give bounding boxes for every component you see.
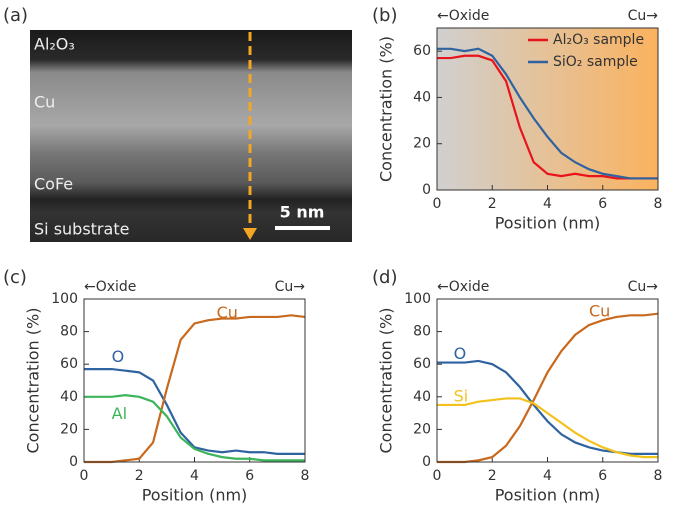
x-tick-label: 2 [488, 196, 497, 212]
y-tick-label: 20 [413, 421, 431, 437]
series-line [84, 315, 305, 462]
series-label: O [454, 344, 467, 363]
y-tick-label: 80 [60, 324, 78, 340]
x-tick-label: 0 [433, 196, 442, 212]
layer-label: Si substrate [34, 220, 129, 239]
y-axis-label: Concentration (%) [24, 308, 43, 454]
header-left: ←Oxide [437, 8, 489, 24]
y-tick-label: 100 [404, 291, 431, 307]
layer-label: Al₂O₃ [34, 35, 75, 54]
y-tick-label: 60 [413, 43, 431, 59]
legend-label: Al₂O₃ sample [553, 32, 644, 48]
x-tick-label: 4 [543, 468, 552, 484]
y-tick-label: 60 [60, 356, 78, 372]
x-tick-label: 0 [433, 468, 442, 484]
panel-label: (b) [372, 5, 397, 26]
y-tick-label: 0 [69, 454, 78, 470]
header-left: ←Oxide [84, 279, 136, 295]
x-tick-label: 8 [654, 468, 663, 484]
x-tick-label: 6 [598, 468, 607, 484]
series-label: Cu [589, 302, 610, 321]
plot-background [437, 28, 658, 190]
panel-label: (a) [3, 5, 28, 26]
x-tick-label: 8 [654, 196, 663, 212]
plot-frame [437, 299, 658, 462]
y-axis-label: Concentration (%) [377, 36, 396, 182]
scale-bar-label: 5 nm [280, 203, 325, 222]
x-tick-label: 4 [190, 468, 199, 484]
series-line [437, 398, 658, 457]
y-tick-label: 80 [413, 324, 431, 340]
y-tick-label: 40 [413, 89, 431, 105]
header-right: Cu→ [628, 279, 659, 295]
x-tick-label: 8 [301, 468, 310, 484]
y-axis-label: Concentration (%) [377, 308, 396, 454]
x-axis-label: Position (nm) [495, 214, 601, 233]
layer-label: CoFe [34, 175, 73, 194]
series-label: Si [454, 386, 469, 405]
x-tick-label: 6 [598, 196, 607, 212]
y-tick-label: 0 [422, 454, 431, 470]
x-tick-label: 2 [135, 468, 144, 484]
header-right: Cu→ [628, 8, 659, 24]
x-axis-label: Position (nm) [495, 486, 601, 505]
header-left: ←Oxide [437, 279, 489, 295]
y-tick-label: 40 [413, 389, 431, 405]
series-label: Al [112, 404, 127, 423]
y-tick-label: 60 [413, 356, 431, 372]
y-tick-label: 0 [422, 182, 431, 198]
x-tick-label: 4 [543, 196, 552, 212]
y-tick-label: 40 [60, 389, 78, 405]
series-label: O [112, 347, 125, 366]
panel-label: (d) [372, 267, 397, 288]
layer-label: Cu [34, 93, 55, 112]
y-tick-label: 100 [51, 291, 78, 307]
x-tick-label: 6 [245, 468, 254, 484]
y-tick-label: 20 [413, 136, 431, 152]
panel-label: (c) [3, 267, 27, 288]
x-axis-label: Position (nm) [142, 486, 248, 505]
series-line [437, 314, 658, 462]
figure: (a) Al₂O₃ Cu CoFe Si substrate 5 nm (b) ←Oxide C… [0, 0, 674, 520]
header-right: Cu→ [275, 279, 306, 295]
x-tick-label: 0 [80, 468, 89, 484]
series-label: Cu [217, 303, 238, 322]
x-tick-label: 2 [488, 468, 497, 484]
y-tick-label: 20 [60, 421, 78, 437]
legend-label: SiO₂ sample [553, 54, 638, 70]
series-line [437, 361, 658, 454]
